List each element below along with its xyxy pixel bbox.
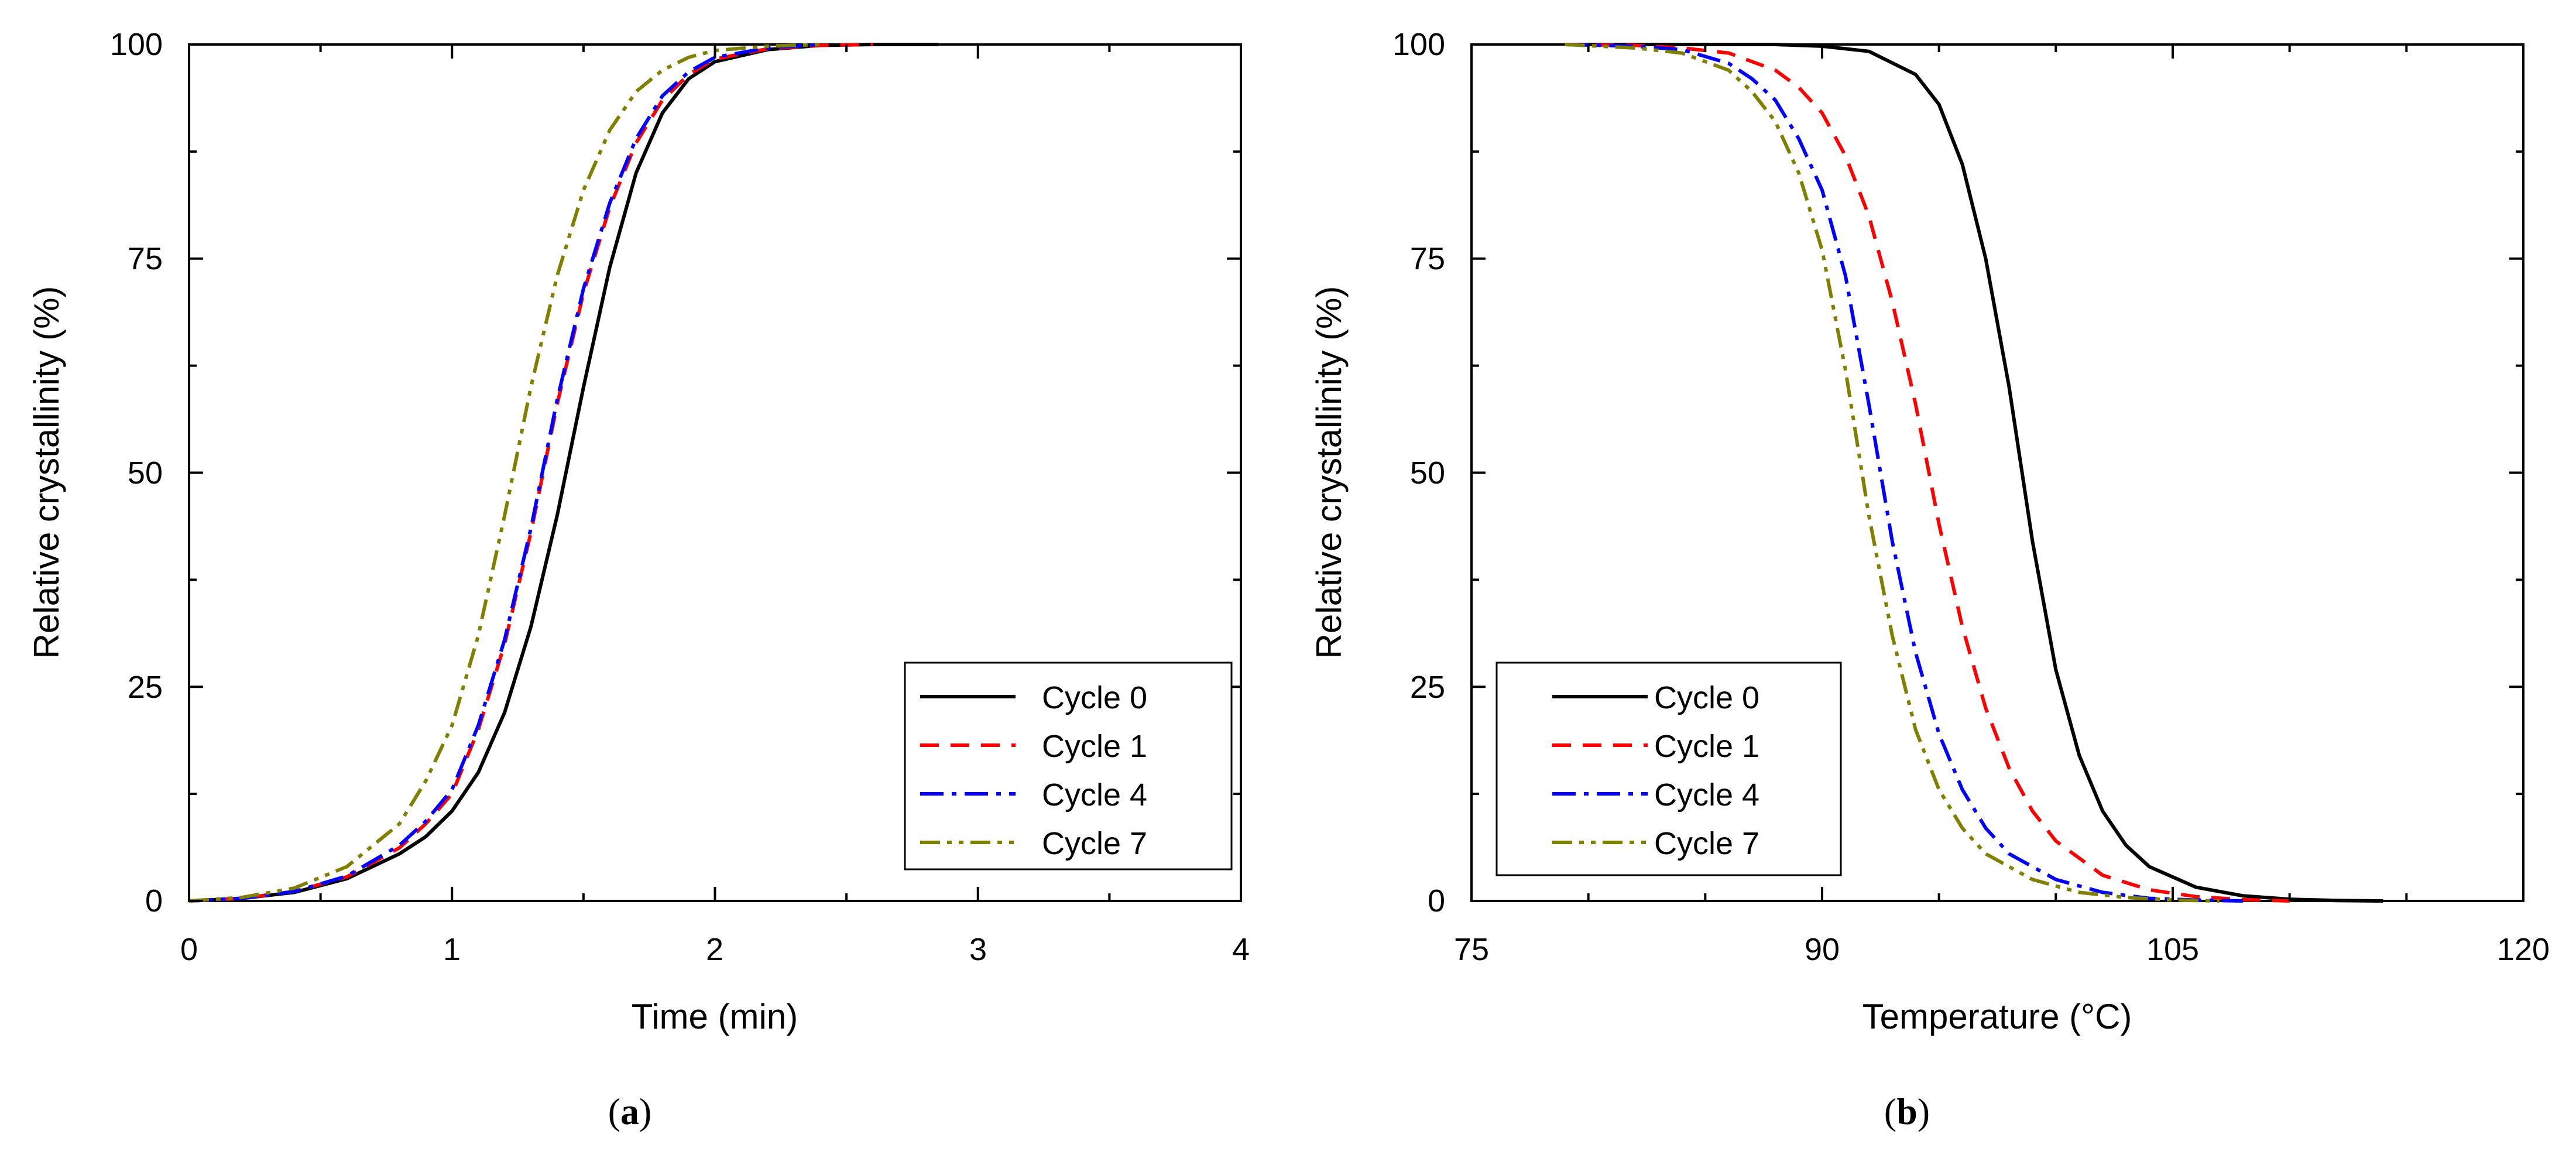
legend-label: Cycle 1 — [1654, 729, 1759, 764]
y-tick-label: 100 — [1392, 27, 1445, 62]
y-tick-label: 25 — [1410, 670, 1445, 705]
x-tick-label: 2 — [706, 932, 723, 967]
legend-label: Cycle 4 — [1042, 777, 1147, 813]
ticks-group-b — [1470, 43, 2524, 902]
x-tick-label: 0 — [180, 932, 198, 967]
y-axis-label-a: Relative crystallinity (%) — [27, 286, 66, 659]
series-line-cycle-1 — [188, 43, 873, 903]
y-tick-label: 0 — [1428, 883, 1445, 918]
ticks-group-a — [188, 43, 1242, 902]
chart-panel-b: 100 75 50 25 0 75 90 105 120 Temperature… — [1309, 27, 2550, 1132]
legend-label: Cycle 7 — [1042, 826, 1147, 861]
legend-b: Cycle 0 Cycle 1 Cycle 4 Cycle 7 — [1495, 662, 1842, 876]
series-group-a — [188, 43, 939, 903]
series-group-b — [1565, 43, 2383, 903]
series-line-cycle-4 — [188, 43, 821, 903]
x-tick-label: 4 — [1232, 932, 1250, 967]
legend-label: Cycle 1 — [1042, 729, 1147, 764]
y-tick-label: 50 — [1410, 455, 1445, 491]
series-line-cycle-0 — [1565, 43, 2383, 903]
legend-label: Cycle 4 — [1654, 777, 1759, 813]
x-tick-label: 1 — [443, 932, 461, 967]
legend-a: Cycle 0 Cycle 1 Cycle 4 Cycle 7 — [904, 662, 1233, 870]
y-tick-label: 100 — [110, 27, 163, 62]
x-tick-label: 90 — [1805, 932, 1840, 967]
legend-label: Cycle 0 — [1042, 680, 1147, 715]
x-axis-label-b: Temperature (°C) — [1862, 997, 2132, 1036]
panel-caption-b: (b) — [1884, 1091, 1930, 1132]
x-tick-label: 105 — [2146, 932, 2199, 967]
x-axis-label-a: Time (min) — [632, 997, 798, 1036]
y-tick-label: 0 — [145, 883, 163, 918]
x-tick-label: 120 — [2497, 932, 2550, 967]
y-tick-label: 75 — [128, 241, 163, 276]
x-tick-label: 75 — [1454, 932, 1489, 967]
series-line-cycle-0 — [188, 43, 939, 903]
legend-label: Cycle 7 — [1654, 826, 1759, 861]
series-line-cycle-1 — [1565, 43, 2290, 903]
legend-label: Cycle 0 — [1654, 680, 1759, 715]
series-line-cycle-7 — [188, 43, 821, 903]
y-axis-label-b: Relative crystallinity (%) — [1309, 286, 1349, 659]
y-tick-label: 25 — [128, 670, 163, 705]
y-tick-label: 75 — [1410, 241, 1445, 276]
series-line-cycle-7 — [1565, 43, 2220, 903]
panel-caption-a: (a) — [608, 1091, 652, 1132]
chart-panel-a: 100 75 50 25 0 0 1 2 3 4 Time (min) Rela… — [27, 27, 1250, 1132]
series-line-cycle-4 — [1565, 43, 2243, 903]
x-tick-label: 3 — [969, 932, 987, 967]
y-tick-label: 50 — [128, 455, 163, 491]
